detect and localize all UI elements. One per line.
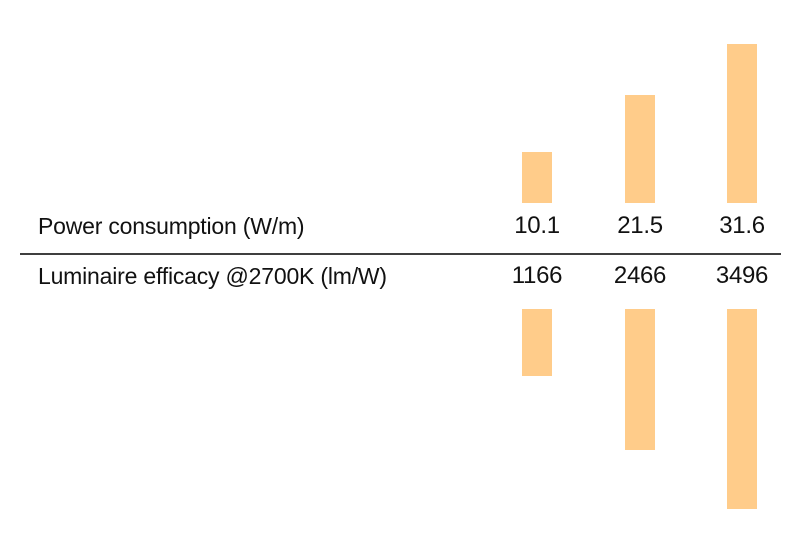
power-value-2: 21.5 [617,212,663,239]
luminaire-efficacy-bar-3 [727,309,757,509]
power-consumption-label: Power consumption (W/m) [38,213,305,239]
efficacy-value-1: 1166 [511,262,563,289]
power-value-3: 31.6 [719,212,765,239]
luminaire-efficacy-row: Luminaire efficacy @2700K (lm/W) 1166 24… [0,260,800,292]
power-consumption-row: Power consumption (W/m) 10.1 21.5 31.6 [0,211,800,241]
row-divider [20,253,781,255]
efficacy-value-3: 3496 [715,262,769,289]
efficacy-value-2: 2466 [613,262,667,289]
power-consumption-bar-3 [727,44,757,203]
power-consumption-bar-1 [522,152,552,203]
luminaire-efficacy-label: Luminaire efficacy @2700K (lm/W) [38,263,387,289]
luminaire-efficacy-bar-2 [625,309,655,450]
luminaire-efficacy-bar-1 [522,309,552,376]
power-consumption-bar-2 [625,95,655,203]
power-value-1: 10.1 [514,212,560,239]
